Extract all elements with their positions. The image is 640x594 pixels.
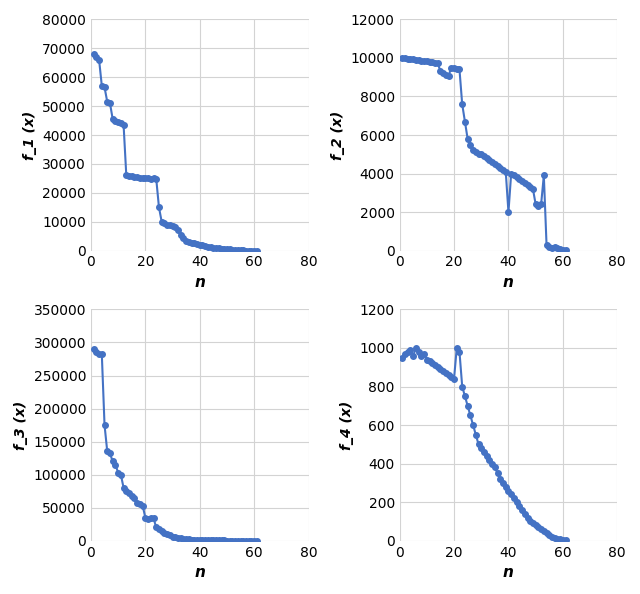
Y-axis label: f_4 (x): f_4 (x) — [340, 400, 354, 450]
Y-axis label: f_3 (x): f_3 (x) — [14, 400, 28, 450]
Y-axis label: f_1 (x): f_1 (x) — [22, 110, 36, 160]
X-axis label: n: n — [503, 565, 514, 580]
Y-axis label: f_2 (x): f_2 (x) — [332, 110, 346, 160]
X-axis label: n: n — [195, 275, 205, 290]
X-axis label: n: n — [195, 565, 205, 580]
X-axis label: n: n — [503, 275, 514, 290]
